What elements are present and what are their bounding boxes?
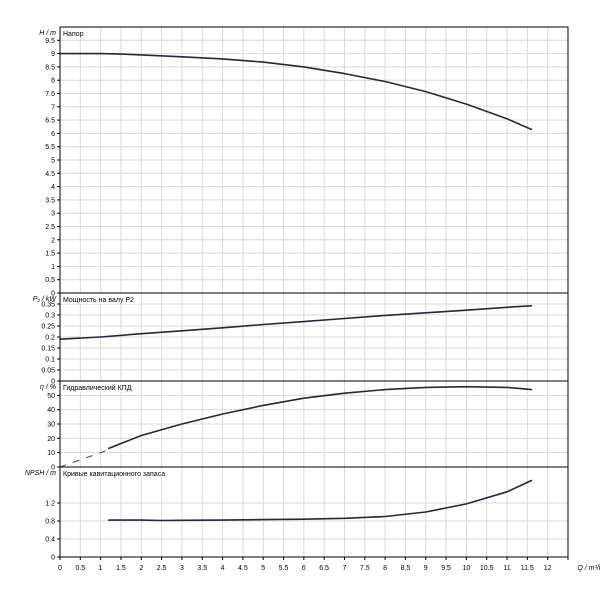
panel-title-head: Напор [63, 31, 84, 38]
x-tick-label: 0 [58, 565, 62, 572]
y-tick-label-head: 8 [51, 78, 55, 85]
grid-layer [60, 27, 568, 557]
panel-title-bg-head [61, 28, 87, 38]
x-tick-label: 4.5 [238, 565, 248, 572]
y-tick-label-head: 0 [51, 291, 55, 298]
panel-title-bg-efficiency [61, 382, 138, 392]
panel-title-bg-power [61, 294, 142, 304]
x-tick-label: 8.5 [401, 565, 411, 572]
panel-title-power: Мощность на валу P2 [63, 297, 134, 304]
y-tick-label-power: 0.35 [41, 302, 55, 309]
x-tick-label: 10.5 [480, 565, 494, 572]
x-tick-label: 2 [139, 565, 143, 572]
x-axis-label: Q / m³/h [577, 565, 600, 572]
y-tick-label-head: 5.5 [45, 144, 55, 151]
y-tick-label-head: 7.5 [45, 91, 55, 98]
y-tick-label-head: 4.5 [45, 171, 55, 178]
curve-power-0 [59, 305, 533, 340]
y-tick-label-efficiency: 30 [47, 422, 55, 429]
y-axis-label-head: H / m [39, 30, 56, 37]
y-tick-label-npsh: 0.4 [45, 537, 55, 544]
y-tick-label-power: 0.05 [41, 368, 55, 375]
x-tick-label: 3.5 [197, 565, 207, 572]
y-tick-label-head: 3.5 [45, 197, 55, 204]
y-tick-label-power: 0 [51, 379, 55, 386]
y-tick-label-power: 0.3 [45, 313, 55, 320]
frame-layer [57, 26, 569, 560]
y-tick-label-efficiency: 20 [47, 436, 55, 443]
curve-efficiency-0 [59, 449, 110, 468]
y-tick-label-npsh: 0.8 [45, 519, 55, 526]
x-tick-label: 2.5 [157, 565, 167, 572]
x-tick-label: 7.5 [360, 565, 370, 572]
y-axis-label-npsh: NPSH / m [25, 470, 56, 477]
y-tick-label-head: 9.5 [45, 38, 55, 45]
y-tick-label-power: 0.25 [41, 324, 55, 331]
y-tick-label-power: 0.2 [45, 335, 55, 342]
y-tick-label-head: 9 [51, 51, 55, 58]
y-tick-label-efficiency: 0 [51, 465, 55, 472]
x-tick-label: 11 [503, 565, 510, 572]
panel-title-efficiency: Гидравлический КПД [63, 384, 132, 392]
x-tick-label: 6.5 [319, 565, 329, 572]
x-tick-label: 1 [99, 565, 103, 572]
x-tick-label: 5 [261, 565, 265, 572]
x-tick-label: 9 [424, 565, 428, 572]
y-tick-label-npsh: 0 [51, 555, 55, 562]
y-tick-label-power: 0.1 [45, 357, 55, 364]
x-tick-label: 1.5 [116, 565, 126, 572]
x-tick-label: 12 [544, 565, 552, 572]
y-tick-label-head: 8.5 [45, 64, 55, 71]
panel-title-npsh: Кривые кавитационного запаса [63, 471, 165, 478]
y-tick-label-head: 7 [51, 104, 55, 111]
y-tick-label-head: 5 [51, 158, 55, 165]
y-tick-label-head: 1.5 [45, 251, 55, 258]
y-tick-label-efficiency: 50 [47, 393, 55, 400]
y-tick-label-head: 4 [51, 184, 55, 191]
y-tick-label-head: 6 [51, 131, 55, 138]
y-tick-label-head: 1 [51, 264, 55, 271]
panel-frame-npsh [59, 466, 569, 558]
y-tick-label-efficiency: 40 [47, 407, 55, 414]
y-axis-label-efficiency: η / % [40, 384, 56, 391]
x-tick-label: 3 [180, 565, 184, 572]
panel-title-bg-npsh [61, 468, 177, 478]
y-tick-label-power: 0.15 [41, 346, 55, 353]
label-layer: 0 0.5 1 1.5 2 2.5 3 3.5 4 4.5 5 5.5 6 6.5 7 7.5 8 8.5 9 9.5… [25, 28, 600, 572]
x-tick-label: 9.5 [441, 565, 451, 572]
y-tick-label-head: 2.5 [45, 224, 55, 231]
x-tick-label: 7 [343, 565, 347, 572]
y-tick-label-head: 2 [51, 237, 55, 244]
x-tick-label: 6 [302, 565, 306, 572]
x-tick-label: 10 [463, 565, 471, 572]
x-tick-label: 0.5 [75, 565, 85, 572]
y-tick-label-head: 3 [51, 211, 55, 218]
y-tick-label-head: 6.5 [45, 118, 55, 125]
curve-head-0 [59, 52, 533, 131]
curve-npsh-0 [108, 479, 533, 522]
x-tick-label: 4 [221, 565, 225, 572]
x-tick-label: 5.5 [279, 565, 289, 572]
x-tick-label: 11.5 [521, 565, 534, 572]
curve-layer [59, 52, 533, 522]
x-tick-label: 8 [383, 565, 387, 572]
curve-efficiency-1 [108, 385, 533, 450]
y-tick-label-efficiency: 10 [47, 450, 55, 457]
y-tick-label-npsh: 1.2 [45, 501, 55, 508]
y-tick-label-head: 0.5 [45, 277, 55, 284]
y-axis-label-power: P₂ / kW [33, 296, 58, 303]
